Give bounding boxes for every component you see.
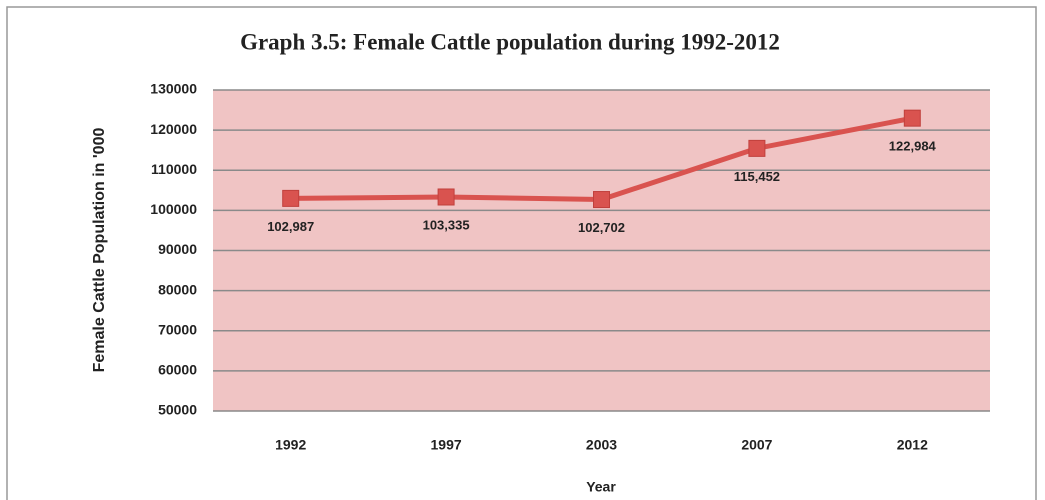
data-point: [748, 139, 766, 157]
data-label: 122,984: [889, 139, 937, 154]
chart-border: [6, 6, 1037, 500]
data-point: [903, 109, 921, 127]
y-axis-label: Female Cattle Population in '000: [91, 128, 108, 373]
y-tick-label: 50000: [158, 402, 197, 418]
y-tick-label: 80000: [158, 281, 197, 297]
y-tick-label: 130000: [150, 81, 197, 97]
x-tick-label: 1992: [275, 437, 306, 453]
data-label: 102,702: [578, 220, 625, 235]
data-point: [437, 188, 455, 206]
data-label: 115,452: [734, 169, 780, 184]
y-tick-label: 120000: [150, 121, 197, 137]
x-tick-label: 2003: [586, 437, 617, 453]
y-tick-label: 70000: [158, 321, 197, 337]
data-point: [282, 189, 300, 207]
data-label: 103,335: [423, 217, 470, 232]
y-tick-label: 110000: [151, 161, 197, 177]
x-tick-label: 2012: [897, 437, 928, 453]
x-tick-label: 1997: [431, 437, 462, 453]
x-axis-label: Year: [586, 479, 616, 495]
y-tick-label: 60000: [158, 362, 197, 378]
x-tick-label: 2007: [741, 437, 772, 453]
y-tick-label: 100000: [150, 201, 197, 217]
data-label: 102,987: [267, 219, 314, 234]
chart-title: Graph 3.5: Female Cattle population duri…: [240, 29, 780, 54]
data-point: [593, 191, 610, 209]
y-tick-label: 90000: [158, 241, 197, 257]
